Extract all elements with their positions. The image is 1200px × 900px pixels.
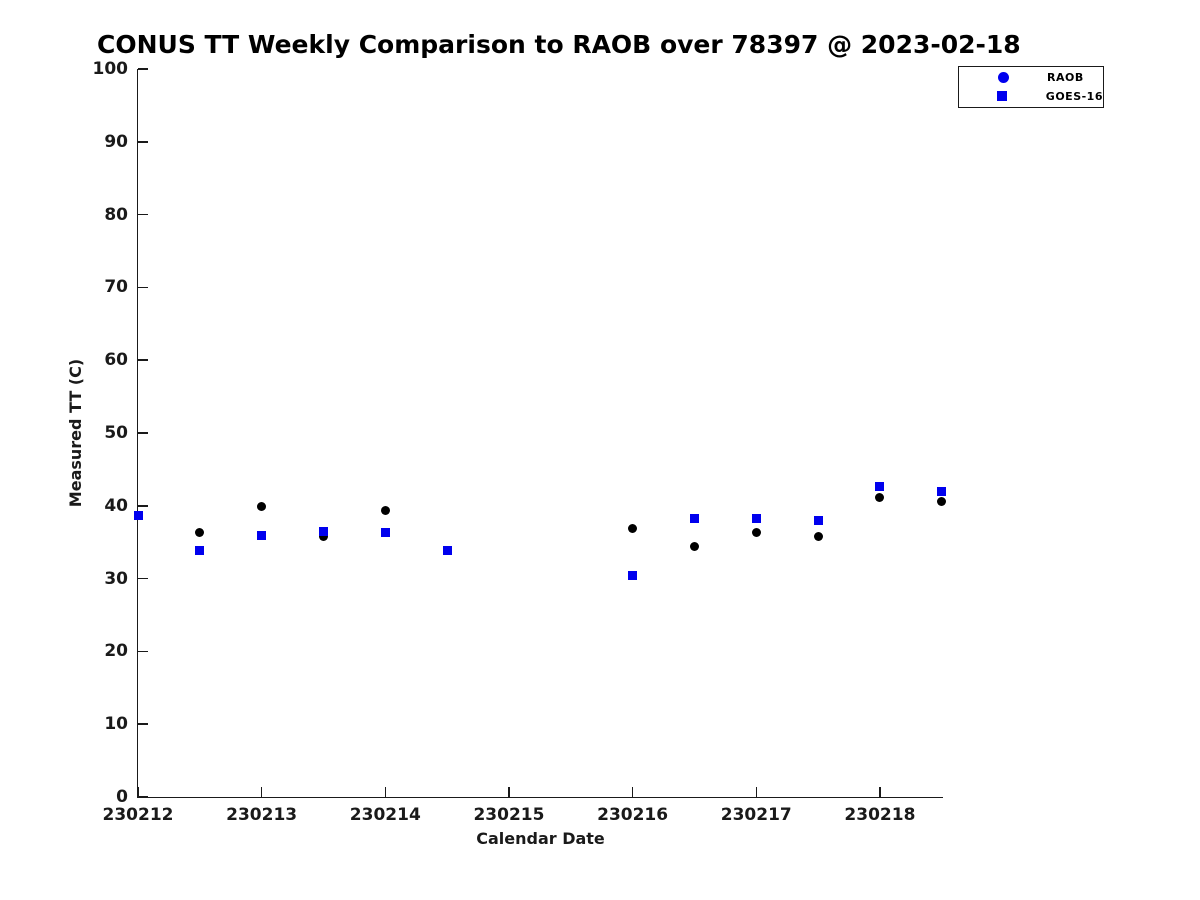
y-tick-label: 0 — [116, 787, 128, 807]
y-tick — [138, 213, 148, 216]
data-point-raob — [937, 496, 947, 506]
x-tick-label: 230215 — [473, 805, 545, 825]
data-point-goes-16 — [195, 546, 205, 556]
data-point-goes-16 — [318, 526, 328, 536]
data-point-raob — [628, 523, 638, 533]
x-tick-label: 230218 — [844, 805, 916, 825]
x-tick-label: 230213 — [226, 805, 298, 825]
data-point-goes-16 — [442, 545, 452, 555]
legend: RAOB GOES-16 — [958, 66, 1104, 108]
y-tick — [138, 359, 148, 361]
legend-square-icon — [997, 91, 1008, 102]
x-axis-label: Calendar Date — [476, 829, 605, 848]
legend-entry-goes-16: GOES-16 — [959, 88, 1103, 104]
y-tick — [138, 68, 148, 70]
data-point-raob — [257, 502, 267, 512]
legend-label-raob: RAOB — [1047, 71, 1084, 85]
x-tick — [631, 787, 634, 797]
y-tick — [138, 141, 148, 143]
y-tick-label: 60 — [104, 350, 128, 371]
y-tick-label: 40 — [104, 495, 128, 516]
data-point-goes-16 — [937, 486, 947, 496]
y-tick-label: 90 — [104, 131, 128, 152]
legend-label-goes-16: GOES-16 — [1045, 89, 1103, 103]
x-tick — [137, 787, 139, 797]
data-point-goes-16 — [628, 571, 638, 581]
legend-marker-col — [959, 91, 1046, 102]
data-point-goes-16 — [751, 514, 761, 524]
y-tick-label: 80 — [104, 204, 128, 225]
y-tick — [138, 577, 148, 580]
x-tick — [508, 787, 510, 797]
legend-entry-raob: RAOB — [959, 70, 1103, 86]
data-point-goes-16 — [133, 511, 143, 521]
y-tick-label: 30 — [104, 568, 128, 589]
data-point-raob — [875, 492, 885, 502]
y-tick — [138, 796, 148, 798]
y-tick — [138, 505, 148, 507]
y-tick-label: 20 — [104, 641, 128, 662]
plot-area: Calendar Date Measured TT (C) 0 10 20 30 40 5… — [66, 59, 947, 848]
legend-circle-icon — [997, 72, 1009, 84]
data-point-raob — [195, 527, 205, 537]
y-tick — [138, 432, 148, 434]
y-tick-label: 100 — [92, 59, 129, 79]
x-tick — [260, 787, 263, 797]
data-point-goes-16 — [813, 515, 823, 525]
data-point-raob — [813, 531, 823, 541]
data-point-goes-16 — [689, 513, 699, 523]
y-tick — [138, 286, 148, 289]
data-point-raob — [689, 542, 699, 552]
y-tick-label: 50 — [104, 423, 128, 443]
x-tick-label: 230217 — [720, 805, 792, 825]
data-point-raob — [380, 505, 390, 515]
y-tick-label: 10 — [104, 714, 128, 735]
legend-marker-col — [959, 72, 1047, 84]
x-tick — [879, 787, 881, 797]
chart-title: CONUS TT Weekly Comparison to RAOB over … — [97, 30, 1021, 59]
x-tick-label: 230212 — [102, 805, 174, 825]
y-tick — [138, 650, 148, 653]
data-point-goes-16 — [380, 527, 390, 537]
data-point-raob — [318, 531, 328, 541]
y-tick — [138, 723, 148, 725]
data-point-goes-16 — [257, 531, 267, 541]
x-tick — [755, 787, 758, 797]
data-point-raob — [751, 527, 761, 537]
x-tick — [384, 787, 387, 797]
x-tick-label: 230214 — [349, 805, 421, 825]
y-tick-label: 70 — [104, 277, 128, 298]
data-point-goes-16 — [875, 481, 885, 491]
x-tick-label: 230216 — [597, 805, 669, 825]
